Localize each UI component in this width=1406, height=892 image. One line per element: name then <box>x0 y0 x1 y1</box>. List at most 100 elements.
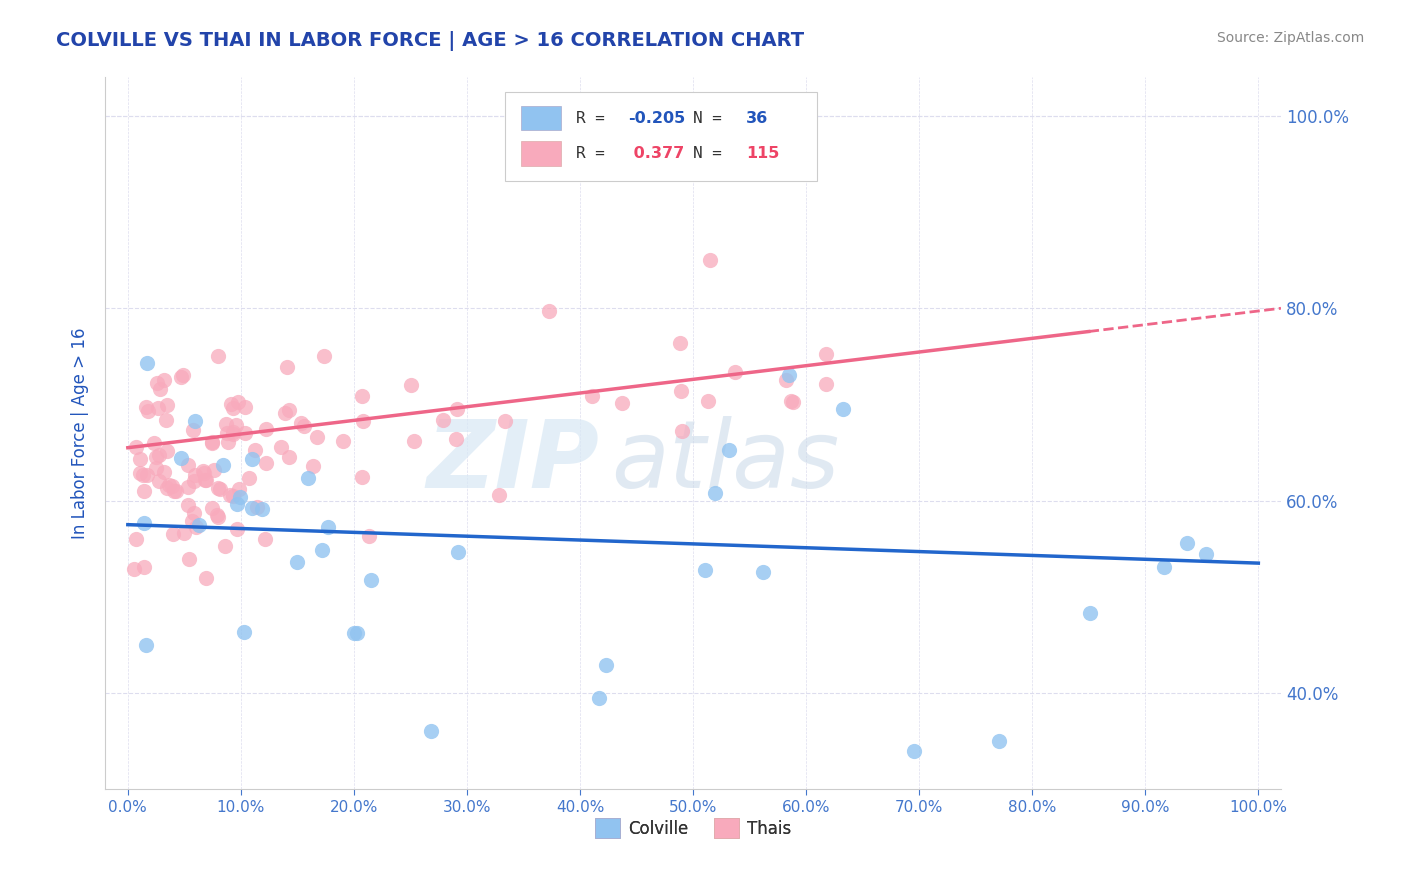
Point <box>669 384 692 398</box>
Point <box>146 376 169 391</box>
Point <box>209 482 232 496</box>
Text: 115: 115 <box>747 146 779 161</box>
Point <box>233 400 256 414</box>
Point <box>402 434 425 448</box>
Point <box>246 500 269 514</box>
Point <box>225 417 247 432</box>
Point <box>278 403 301 417</box>
Point <box>233 625 256 640</box>
Point <box>136 404 159 418</box>
Point <box>751 566 773 580</box>
Point <box>782 395 804 409</box>
Point <box>155 412 177 426</box>
Point <box>132 483 155 498</box>
Point <box>693 563 716 577</box>
Point <box>162 527 184 541</box>
Point <box>588 691 610 706</box>
Point <box>238 471 260 485</box>
Point <box>129 467 152 481</box>
Point <box>312 350 335 364</box>
Point <box>225 522 247 536</box>
Point <box>1078 607 1101 621</box>
Text: ZIP: ZIP <box>426 416 599 508</box>
Point <box>290 416 312 430</box>
Point <box>214 539 236 553</box>
Point <box>183 414 205 428</box>
Point <box>254 456 277 470</box>
Point <box>135 400 157 414</box>
Point <box>697 393 720 408</box>
Point <box>165 483 187 498</box>
Text: 36: 36 <box>747 111 768 126</box>
Point <box>184 467 207 482</box>
Point <box>211 458 233 472</box>
Point <box>488 488 510 502</box>
Point <box>217 434 239 449</box>
Point <box>352 414 374 428</box>
Point <box>225 498 247 512</box>
Point <box>352 470 374 484</box>
Point <box>610 396 633 410</box>
Point <box>903 744 925 758</box>
Point <box>778 368 800 382</box>
Point <box>671 424 693 438</box>
Point <box>332 434 354 449</box>
Point <box>125 440 148 454</box>
Point <box>350 389 373 403</box>
Point <box>360 573 382 587</box>
Point <box>254 422 277 436</box>
Point <box>780 393 803 408</box>
Point <box>595 657 617 672</box>
Text: N =: N = <box>693 111 731 126</box>
Point <box>148 401 170 416</box>
Point <box>173 526 195 541</box>
Text: -0.205: -0.205 <box>628 111 686 126</box>
Point <box>145 450 167 464</box>
Point <box>399 378 422 392</box>
Point <box>194 473 217 487</box>
Point <box>201 436 224 450</box>
Point <box>814 377 837 392</box>
Point <box>152 466 174 480</box>
FancyBboxPatch shape <box>522 142 561 166</box>
Point <box>180 515 202 529</box>
Point <box>221 401 243 416</box>
Point <box>581 389 603 403</box>
Point <box>219 488 242 502</box>
Point <box>135 356 157 370</box>
Point <box>668 336 690 351</box>
Point <box>273 406 295 420</box>
Point <box>302 458 325 473</box>
Point <box>186 519 208 533</box>
Point <box>703 485 725 500</box>
Text: 0.377: 0.377 <box>628 146 685 161</box>
Point <box>148 475 170 489</box>
Point <box>170 370 193 384</box>
Point <box>307 430 329 444</box>
Point <box>1175 535 1198 549</box>
Point <box>177 551 200 566</box>
Point <box>149 382 172 396</box>
Point <box>311 543 333 558</box>
Point <box>207 349 229 363</box>
Point <box>1195 547 1218 561</box>
Point <box>188 517 211 532</box>
Point <box>156 481 179 495</box>
Point <box>215 417 238 431</box>
Point <box>222 489 245 503</box>
Point <box>447 545 470 559</box>
Point <box>699 253 721 268</box>
Point <box>217 426 239 441</box>
Point <box>153 373 176 387</box>
Point <box>177 458 200 472</box>
Point <box>242 501 264 516</box>
Point <box>194 570 217 584</box>
Point <box>233 425 256 440</box>
Point <box>420 724 443 739</box>
Point <box>538 304 561 318</box>
Point <box>831 402 853 417</box>
Point <box>222 425 245 440</box>
Point <box>202 463 225 477</box>
Point <box>815 347 838 361</box>
Point <box>240 452 263 467</box>
